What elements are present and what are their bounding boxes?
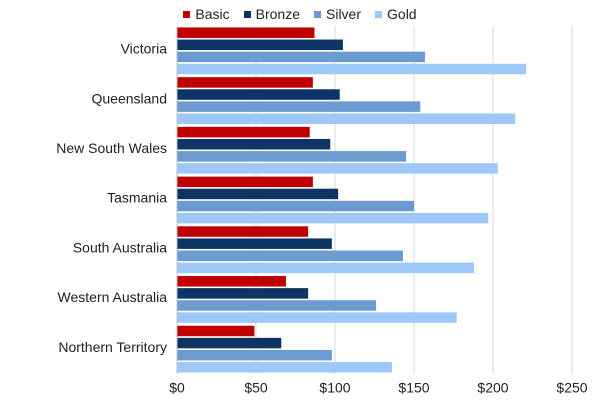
x-tick-label-0: $0	[169, 380, 185, 396]
bar-silver-4	[177, 250, 403, 262]
legend-swatch-basic	[183, 10, 191, 18]
bar-basic-0	[177, 27, 315, 38]
legend-label-silver: Silver	[326, 6, 362, 22]
bar-gold-2	[177, 163, 498, 174]
bar-silver-3	[177, 200, 414, 212]
legend: Basic Bronze Silver Gold	[0, 6, 600, 22]
bar-bronze-5	[177, 288, 309, 299]
bar-silver-0	[177, 51, 426, 63]
bar-gold-0	[177, 63, 527, 75]
category-label-5: Western Australia	[58, 289, 168, 305]
bar-basic-4	[177, 226, 309, 237]
bar-bronze-0	[177, 39, 343, 51]
category-label-1: Queensland	[91, 90, 167, 106]
bar-bronze-2	[177, 138, 331, 150]
bar-bronze-1	[177, 89, 340, 100]
x-tick-label-3: $150	[398, 380, 429, 396]
category-label-3: Tasmania	[107, 190, 167, 206]
bar-bronze-4	[177, 238, 332, 249]
bar-gold-1	[177, 113, 516, 124]
x-tick-label-2: $100	[319, 380, 350, 396]
category-label-4: South Australia	[73, 239, 167, 255]
legend-item-bronze: Bronze	[243, 6, 300, 22]
bar-basic-2	[177, 126, 310, 138]
legend-item-gold: Gold	[375, 6, 417, 22]
bar-gold-6	[177, 362, 392, 373]
legend-item-silver: Silver	[314, 6, 361, 22]
category-label-6: Northern Territory	[58, 339, 167, 355]
category-label-2: New South Wales	[56, 140, 167, 156]
legend-swatch-gold	[375, 10, 383, 18]
legend-item-basic: Basic	[183, 6, 230, 22]
bar-basic-1	[177, 77, 313, 88]
category-label-0: Victoria	[121, 41, 168, 57]
x-tick-label-4: $200	[477, 380, 508, 396]
x-tick-label-1: $50	[244, 380, 268, 396]
bar-basic-3	[177, 176, 313, 188]
bar-gold-3	[177, 212, 489, 224]
legend-swatch-silver	[314, 10, 321, 18]
bar-silver-1	[177, 101, 421, 112]
bar-bronze-6	[177, 337, 282, 349]
bar-gold-4	[177, 262, 475, 274]
legend-swatch-bronze	[243, 10, 251, 18]
bar-silver-5	[177, 300, 377, 311]
bar-bronze-3	[177, 188, 339, 200]
legend-label-gold: Gold	[387, 6, 417, 22]
bar-silver-2	[177, 151, 407, 162]
legend-label-bronze: Bronze	[255, 6, 300, 22]
bar-silver-6	[177, 349, 332, 361]
bar-basic-5	[177, 276, 287, 287]
bar-gold-5	[177, 312, 457, 323]
bar-basic-6	[177, 325, 255, 337]
legend-label-basic: Basic	[195, 6, 230, 22]
x-tick-label-5: $250	[556, 380, 587, 396]
